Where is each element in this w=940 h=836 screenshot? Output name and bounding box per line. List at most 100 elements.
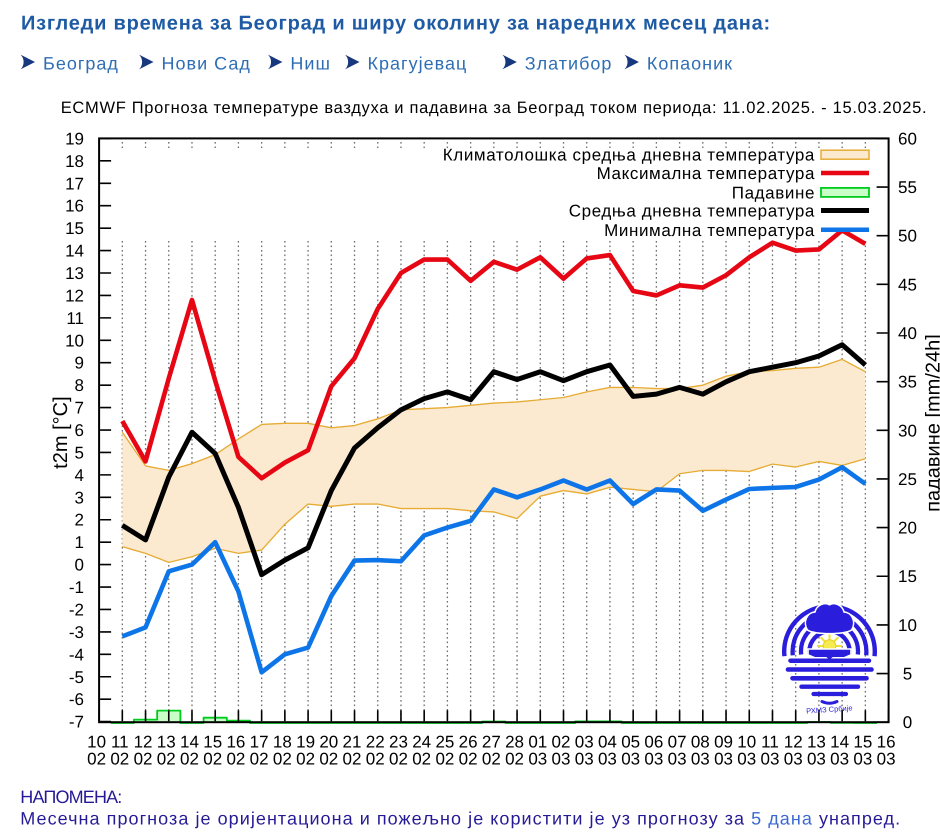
- svg-text:02: 02: [435, 750, 454, 769]
- svg-text:15: 15: [65, 219, 84, 238]
- svg-text:03: 03: [737, 750, 756, 769]
- svg-text:02: 02: [180, 750, 199, 769]
- svg-text:45: 45: [898, 275, 917, 294]
- svg-text:02: 02: [343, 750, 362, 769]
- svg-text:15: 15: [853, 732, 872, 751]
- svg-text:03: 03: [784, 750, 803, 769]
- svg-text:23: 23: [389, 732, 408, 751]
- svg-text:07: 07: [668, 732, 687, 751]
- svg-text:3: 3: [75, 488, 84, 507]
- svg-text:02: 02: [366, 750, 385, 769]
- svg-text:02: 02: [134, 750, 153, 769]
- svg-text:02: 02: [226, 750, 245, 769]
- svg-text:13: 13: [807, 732, 826, 751]
- svg-text:18: 18: [273, 732, 292, 751]
- svg-text:5: 5: [903, 665, 912, 684]
- svg-text:13: 13: [65, 264, 84, 283]
- svg-text:03: 03: [714, 750, 733, 769]
- svg-text:12: 12: [65, 286, 84, 305]
- svg-text:60: 60: [898, 129, 917, 148]
- svg-text:03: 03: [528, 750, 547, 769]
- svg-text:24: 24: [412, 732, 431, 751]
- svg-text:03: 03: [691, 750, 710, 769]
- svg-text:16: 16: [877, 732, 896, 751]
- svg-text:14: 14: [830, 732, 849, 751]
- svg-text:02: 02: [273, 750, 292, 769]
- svg-text:17: 17: [250, 732, 269, 751]
- svg-text:02: 02: [319, 750, 338, 769]
- svg-text:02: 02: [87, 750, 106, 769]
- svg-text:02: 02: [552, 732, 571, 751]
- svg-text:8: 8: [75, 376, 84, 395]
- svg-text:Минимална температура: Минимална температура: [604, 221, 815, 240]
- svg-text:03: 03: [575, 732, 594, 751]
- svg-text:5: 5: [75, 443, 84, 462]
- svg-text:03: 03: [552, 750, 571, 769]
- svg-text:05: 05: [621, 732, 640, 751]
- svg-text:03: 03: [644, 750, 663, 769]
- svg-text:50: 50: [898, 227, 917, 246]
- svg-text:02: 02: [482, 750, 501, 769]
- svg-text:03: 03: [807, 750, 826, 769]
- svg-text:Крагујевац: Крагујевац: [368, 54, 468, 74]
- svg-text:15: 15: [203, 732, 222, 751]
- svg-text:РХМЗ Србије: РХМЗ Србије: [806, 703, 853, 715]
- svg-text:02: 02: [296, 750, 315, 769]
- svg-text:Нови Сад: Нови Сад: [162, 54, 251, 74]
- svg-text:1: 1: [75, 533, 84, 552]
- svg-text:02: 02: [505, 750, 524, 769]
- svg-text:0: 0: [75, 556, 84, 575]
- svg-text:Падавине: Падавине: [732, 183, 815, 202]
- svg-text:04: 04: [598, 732, 617, 751]
- svg-text:02: 02: [389, 750, 408, 769]
- svg-text:16: 16: [65, 197, 84, 216]
- svg-text:09: 09: [714, 732, 733, 751]
- svg-text:02: 02: [157, 750, 176, 769]
- svg-text:35: 35: [898, 373, 917, 392]
- svg-text:03: 03: [877, 750, 896, 769]
- svg-text:-3: -3: [69, 623, 84, 642]
- svg-text:-6: -6: [69, 690, 84, 709]
- svg-text:03: 03: [621, 750, 640, 769]
- svg-text:02: 02: [459, 750, 478, 769]
- svg-text:Златибор: Златибор: [525, 54, 613, 74]
- svg-text:Изгледи времена за Београд и ш: Изгледи времена за Београд и ширу околин…: [21, 13, 771, 35]
- svg-text:НАПОМЕНА:: НАПОМЕНА:: [20, 787, 121, 807]
- svg-text:02: 02: [110, 750, 129, 769]
- svg-text:Београд: Београд: [43, 54, 119, 74]
- svg-text:01: 01: [528, 732, 547, 751]
- svg-text:03: 03: [830, 750, 849, 769]
- svg-text:10: 10: [65, 331, 84, 350]
- svg-text:-5: -5: [69, 668, 84, 687]
- svg-text:03: 03: [668, 750, 687, 769]
- svg-text:40: 40: [898, 324, 917, 343]
- svg-text:Максимална температура: Максимална температура: [597, 164, 815, 183]
- svg-text:падавине [mm/24h]: падавине [mm/24h]: [923, 334, 940, 512]
- svg-text:14: 14: [65, 242, 84, 261]
- svg-text:10: 10: [898, 616, 917, 635]
- svg-text:08: 08: [691, 732, 710, 751]
- svg-text:4: 4: [75, 466, 84, 485]
- svg-text:03: 03: [575, 750, 594, 769]
- svg-text:-2: -2: [69, 601, 84, 620]
- svg-text:Средња дневна температура: Средња дневна температура: [569, 202, 815, 221]
- svg-text:12: 12: [134, 732, 153, 751]
- svg-text:03: 03: [853, 750, 872, 769]
- svg-text:27: 27: [482, 732, 501, 751]
- svg-text:02: 02: [250, 750, 269, 769]
- svg-text:13: 13: [157, 732, 176, 751]
- svg-text:12: 12: [784, 732, 803, 751]
- svg-text:-1: -1: [69, 578, 84, 597]
- svg-text:Ниш: Ниш: [290, 54, 331, 74]
- svg-text:25: 25: [435, 732, 454, 751]
- svg-text:Климатолошка средња дневна тем: Климатолошка средња дневна температура: [443, 146, 815, 165]
- svg-text:2: 2: [75, 511, 84, 530]
- svg-text:16: 16: [226, 732, 245, 751]
- svg-text:7: 7: [75, 399, 84, 418]
- svg-text:t2m [°C]: t2m [°C]: [50, 396, 72, 468]
- svg-text:19: 19: [65, 129, 84, 148]
- svg-text:22: 22: [366, 732, 385, 751]
- svg-text:25: 25: [898, 470, 917, 489]
- svg-text:6: 6: [75, 421, 84, 440]
- svg-text:21: 21: [343, 732, 362, 751]
